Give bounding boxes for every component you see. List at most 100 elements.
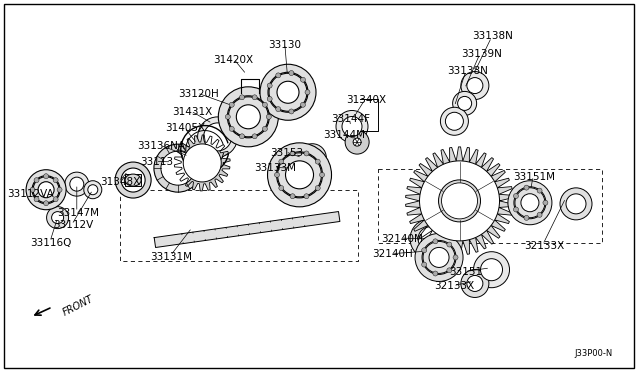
Ellipse shape [290, 151, 295, 156]
Ellipse shape [121, 168, 145, 192]
Ellipse shape [53, 178, 58, 183]
Text: 33116Q: 33116Q [31, 238, 72, 247]
Polygon shape [154, 212, 340, 247]
Ellipse shape [514, 187, 546, 219]
Ellipse shape [423, 241, 455, 273]
Ellipse shape [433, 271, 438, 276]
Text: 31405X: 31405X [166, 124, 205, 133]
Ellipse shape [267, 83, 272, 88]
Ellipse shape [524, 185, 529, 190]
Ellipse shape [515, 188, 545, 218]
Ellipse shape [422, 248, 427, 253]
Ellipse shape [229, 126, 234, 131]
Ellipse shape [34, 197, 39, 202]
Ellipse shape [513, 193, 518, 199]
Ellipse shape [304, 151, 309, 156]
Ellipse shape [481, 259, 502, 281]
Text: 33112V: 33112V [53, 221, 93, 230]
Ellipse shape [161, 151, 195, 185]
Ellipse shape [418, 227, 442, 251]
Text: 32133X: 32133X [435, 282, 474, 291]
Ellipse shape [336, 110, 368, 142]
Ellipse shape [560, 188, 592, 220]
Ellipse shape [229, 102, 234, 107]
Ellipse shape [289, 109, 294, 114]
Ellipse shape [225, 114, 230, 119]
Ellipse shape [452, 92, 477, 115]
Text: 31340X: 31340X [346, 96, 386, 105]
Ellipse shape [47, 206, 68, 229]
Text: 32140M: 32140M [381, 234, 423, 244]
Ellipse shape [38, 182, 54, 198]
Text: 33138N: 33138N [472, 32, 513, 41]
Ellipse shape [300, 77, 305, 82]
Text: FRONT: FRONT [61, 294, 95, 318]
Ellipse shape [262, 126, 268, 131]
Ellipse shape [345, 130, 369, 154]
Ellipse shape [115, 162, 151, 198]
Ellipse shape [268, 143, 332, 207]
Ellipse shape [218, 87, 278, 147]
Text: 32133X: 32133X [524, 241, 564, 250]
Text: 33120H: 33120H [178, 89, 219, 99]
FancyBboxPatch shape [125, 174, 141, 186]
Ellipse shape [279, 159, 284, 164]
Ellipse shape [277, 81, 299, 103]
Ellipse shape [239, 95, 244, 100]
Ellipse shape [353, 138, 361, 146]
Ellipse shape [44, 174, 49, 179]
Ellipse shape [461, 71, 489, 100]
Ellipse shape [420, 161, 499, 241]
Ellipse shape [440, 107, 468, 135]
Ellipse shape [521, 194, 539, 212]
Ellipse shape [252, 134, 257, 139]
Ellipse shape [276, 107, 281, 112]
Ellipse shape [422, 240, 456, 275]
Ellipse shape [513, 207, 518, 212]
Text: 33139N: 33139N [461, 49, 502, 59]
Text: 33144F: 33144F [332, 114, 370, 124]
Ellipse shape [438, 180, 481, 222]
Ellipse shape [260, 64, 316, 120]
Polygon shape [174, 135, 230, 191]
Ellipse shape [84, 181, 102, 199]
Text: 33131M: 33131M [150, 252, 193, 262]
Ellipse shape [442, 183, 477, 219]
Ellipse shape [290, 194, 295, 199]
Ellipse shape [239, 134, 244, 139]
Ellipse shape [30, 187, 35, 192]
Ellipse shape [467, 77, 483, 94]
Ellipse shape [303, 149, 321, 167]
Ellipse shape [236, 105, 260, 129]
Ellipse shape [447, 268, 452, 273]
Ellipse shape [433, 239, 438, 244]
Ellipse shape [279, 186, 284, 190]
Text: 33138N: 33138N [447, 67, 488, 76]
Ellipse shape [461, 269, 489, 298]
Ellipse shape [447, 242, 452, 247]
Ellipse shape [228, 97, 268, 137]
Ellipse shape [316, 159, 320, 164]
Text: 32140H: 32140H [372, 250, 413, 259]
Text: 33153: 33153 [270, 148, 303, 157]
Ellipse shape [508, 181, 552, 225]
Text: J33P00-N: J33P00-N [575, 349, 613, 358]
Ellipse shape [458, 96, 472, 110]
Ellipse shape [298, 144, 326, 172]
Polygon shape [406, 147, 513, 255]
Ellipse shape [474, 252, 509, 288]
Ellipse shape [319, 172, 324, 177]
Ellipse shape [276, 73, 281, 78]
Ellipse shape [422, 262, 427, 267]
Ellipse shape [537, 188, 542, 193]
Text: 33130: 33130 [268, 40, 301, 49]
Ellipse shape [453, 255, 458, 260]
Ellipse shape [467, 275, 483, 292]
Ellipse shape [154, 144, 202, 192]
Ellipse shape [278, 153, 321, 197]
Ellipse shape [537, 212, 542, 217]
Text: 31431X: 31431X [172, 107, 212, 116]
Ellipse shape [34, 178, 39, 183]
Text: 33144M: 33144M [323, 130, 365, 140]
Ellipse shape [429, 247, 449, 267]
